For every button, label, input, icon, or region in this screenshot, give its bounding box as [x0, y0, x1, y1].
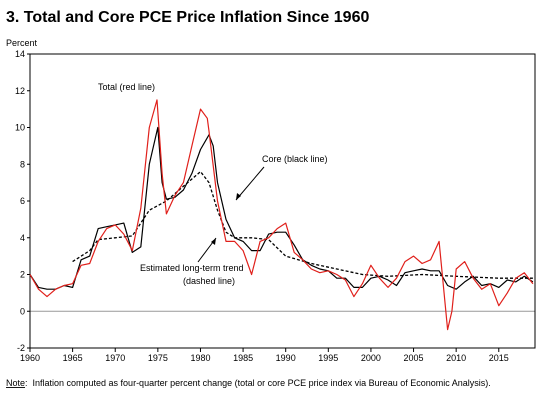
- series-line: [29, 99, 534, 331]
- x-tick-label: 1965: [63, 353, 83, 363]
- arrow-head: [211, 238, 216, 245]
- x-tick-label: 1970: [105, 353, 125, 363]
- annotation: Core (black line): [262, 154, 328, 164]
- series-line: [72, 170, 533, 279]
- chart-title: 3. Total and Core PCE Price Inflation Si…: [6, 9, 369, 26]
- x-tick-label: 1995: [318, 353, 338, 363]
- series-line: [29, 126, 534, 290]
- y-tick-label: 10: [15, 123, 25, 133]
- x-tick-label: 1990: [276, 353, 296, 363]
- y-tick-label: 6: [20, 196, 25, 206]
- x-tick-label: 2005: [404, 353, 424, 363]
- annotation: (dashed line): [183, 276, 235, 286]
- note: : Inflation computed as four-quarter per…: [25, 378, 491, 388]
- note-label: Note: [6, 378, 25, 388]
- arrow-head: [236, 193, 241, 200]
- x-tick-label: 1985: [233, 353, 253, 363]
- y-tick-label: 12: [15, 86, 25, 96]
- annotation: Estimated long-term trend: [140, 263, 244, 273]
- x-tick-label: 1980: [190, 353, 210, 363]
- plot-border: [29, 53, 536, 349]
- y-tick-label: 0: [20, 306, 25, 316]
- x-tick-label: 1975: [148, 353, 168, 363]
- y-tick-label: 4: [20, 233, 25, 243]
- annotation: Total (red line): [98, 82, 155, 92]
- y-tick-label: 2: [20, 270, 25, 280]
- arrow: [235, 166, 265, 201]
- y-tick-label: 8: [20, 159, 25, 169]
- y-tick-label: 14: [15, 49, 25, 59]
- x-tick-label: 2000: [361, 353, 381, 363]
- y-tick-label: -2: [17, 343, 25, 353]
- x-tick-label: 1960: [20, 353, 40, 363]
- y-axis-label: Percent: [6, 38, 38, 48]
- x-tick-label: 2015: [489, 353, 509, 363]
- x-tick-label: 2010: [446, 353, 466, 363]
